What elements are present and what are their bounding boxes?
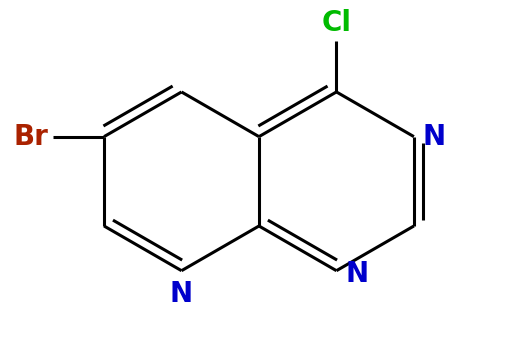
Text: Br: Br bbox=[14, 123, 49, 150]
Text: N: N bbox=[346, 260, 369, 288]
Text: Cl: Cl bbox=[322, 9, 351, 37]
Text: N: N bbox=[423, 123, 446, 150]
Text: N: N bbox=[170, 280, 193, 308]
